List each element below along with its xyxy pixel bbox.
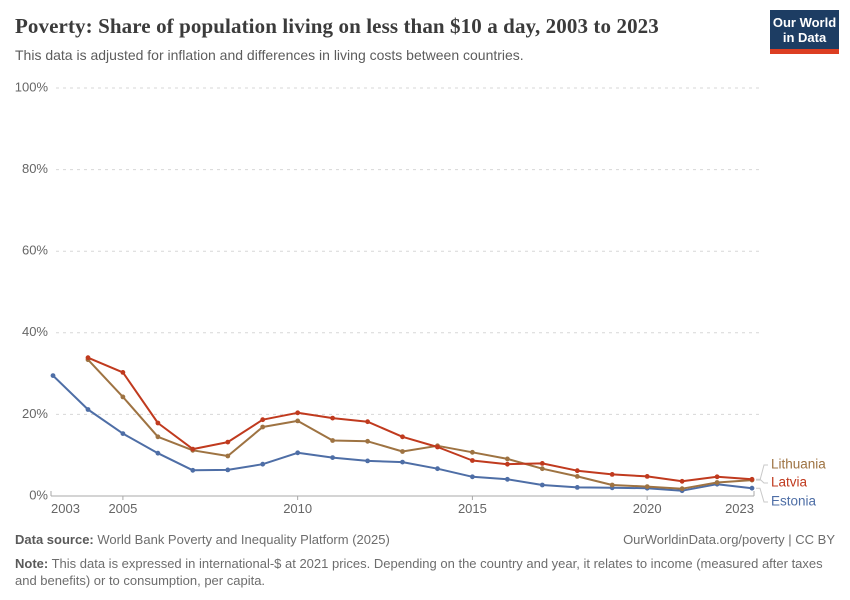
data-point-estonia-2011 <box>330 455 335 460</box>
data-point-latvia-2011 <box>330 415 335 421</box>
data-point-lithuania-2009 <box>260 424 266 430</box>
x-axis-label-2020: 2020 <box>633 501 662 516</box>
data-point-latvia-2014 <box>435 444 440 450</box>
data-point-lithuania-2015 <box>470 449 475 455</box>
data-point-estonia-2004 <box>85 407 91 412</box>
footer-citation-link[interactable]: OurWorldinData.org/poverty | CC BY <box>623 532 835 547</box>
data-point-latvia-2008 <box>225 439 231 445</box>
data-point-lithuania-2008 <box>225 453 231 459</box>
data-point-lithuania-2021 <box>679 486 685 492</box>
data-point-estonia-2013 <box>400 459 405 465</box>
data-point-lithuania-2010 <box>295 418 301 424</box>
footer-note-label: Note: <box>15 556 49 571</box>
data-point-estonia-2014 <box>435 466 440 472</box>
data-point-estonia-2023 <box>749 485 755 491</box>
x-axis-label-2010: 2010 <box>283 501 312 516</box>
data-point-latvia-2016 <box>505 461 510 467</box>
data-point-estonia-2006 <box>155 450 161 456</box>
y-axis-label-0: 0% <box>29 487 48 502</box>
data-point-lithuania-2005 <box>120 394 126 400</box>
owid-logo-line2: in Data <box>782 30 827 45</box>
data-point-estonia-2012 <box>365 458 370 464</box>
x-axis-label-2015: 2015 <box>458 501 487 516</box>
owid-logo-line1: Our World <box>772 15 837 30</box>
data-point-latvia-2006 <box>155 420 161 426</box>
chart-header: Poverty: Share of population living on l… <box>15 12 755 64</box>
series-line-lithuania[interactable] <box>87 359 753 490</box>
legend-connector-lithuania <box>756 464 768 481</box>
data-point-latvia-2010 <box>295 410 301 416</box>
footer-datasource-label: Data source: <box>15 532 94 547</box>
series-line-estonia[interactable] <box>52 374 753 492</box>
footer-note: Note: This data is expressed in internat… <box>15 555 835 589</box>
data-point-lithuania-2012 <box>365 438 370 444</box>
data-point-estonia-2016 <box>505 476 510 482</box>
data-point-estonia-2009 <box>260 461 266 467</box>
legend-label-estonia[interactable]: Estonia <box>771 494 817 509</box>
x-axis-label-2023: 2023 <box>725 501 754 516</box>
data-point-estonia-2008 <box>225 467 231 473</box>
data-point-latvia-2005 <box>120 370 126 375</box>
data-point-latvia-2020 <box>644 474 650 479</box>
data-point-lithuania-2017 <box>539 466 545 472</box>
data-point-latvia-2013 <box>400 434 405 440</box>
data-point-lithuania-2022 <box>714 480 720 485</box>
data-point-lithuania-2006 <box>155 434 161 440</box>
data-point-latvia-2021 <box>679 478 685 484</box>
data-point-lithuania-2011 <box>330 438 335 443</box>
data-point-estonia-2015 <box>470 474 475 480</box>
owid-logo[interactable]: Our World in Data <box>770 10 839 54</box>
chart-subtitle: This data is adjusted for inflation and … <box>15 47 524 63</box>
footer-note-text: This data is expressed in international-… <box>15 556 823 588</box>
line-chart-svg: 0% 20% 40% 60% 80% 100% 2003 2005 2010 2015 2020 20… <box>15 80 827 516</box>
legend-label-lithuania[interactable]: Lithuania <box>771 457 826 472</box>
y-axis-label-80: 80% <box>22 161 48 176</box>
data-point-latvia-2007 <box>190 446 196 452</box>
legend-connector-latvia <box>756 478 768 484</box>
y-axis-label-60: 60% <box>22 243 48 258</box>
data-point-estonia-2003 <box>50 373 56 378</box>
data-point-estonia-2005 <box>120 431 126 436</box>
y-axis-label-40: 40% <box>22 324 48 339</box>
y-axis-label-20: 20% <box>22 406 48 421</box>
footer-datasource: Data source: World Bank Poverty and Ineq… <box>15 532 390 548</box>
data-point-estonia-2018 <box>574 485 580 490</box>
data-point-latvia-2004 <box>85 355 91 361</box>
x-axis-label-2003: 2003 <box>51 501 80 516</box>
data-point-estonia-2017 <box>539 482 545 488</box>
chart-footer: Data source: World Bank Poverty and Ineq… <box>15 532 835 589</box>
data-point-latvia-2019 <box>609 472 615 477</box>
data-point-lithuania-2016 <box>505 456 510 462</box>
data-point-lithuania-2018 <box>574 474 580 479</box>
data-point-latvia-2017 <box>539 461 545 466</box>
data-point-latvia-2023 <box>749 476 755 482</box>
y-axis-label-100: 100% <box>15 80 49 94</box>
footer-datasource-text: World Bank Poverty and Inequality Platfo… <box>93 532 390 547</box>
data-point-latvia-2015 <box>470 458 475 463</box>
data-point-estonia-2010 <box>295 450 301 456</box>
data-point-latvia-2009 <box>260 417 266 423</box>
data-point-lithuania-2020 <box>644 484 650 489</box>
data-point-latvia-2022 <box>714 474 720 480</box>
data-point-lithuania-2019 <box>609 482 615 488</box>
data-point-latvia-2018 <box>574 468 580 474</box>
data-point-latvia-2012 <box>365 419 370 425</box>
data-point-lithuania-2013 <box>400 449 405 454</box>
legend-connector-estonia <box>756 487 768 503</box>
chart-title: Poverty: Share of population living on l… <box>15 14 659 38</box>
data-point-estonia-2007 <box>190 467 196 473</box>
x-axis-label-2005: 2005 <box>108 501 137 516</box>
legend-label-latvia[interactable]: Latvia <box>771 475 808 490</box>
series-line-latvia[interactable] <box>87 356 753 483</box>
